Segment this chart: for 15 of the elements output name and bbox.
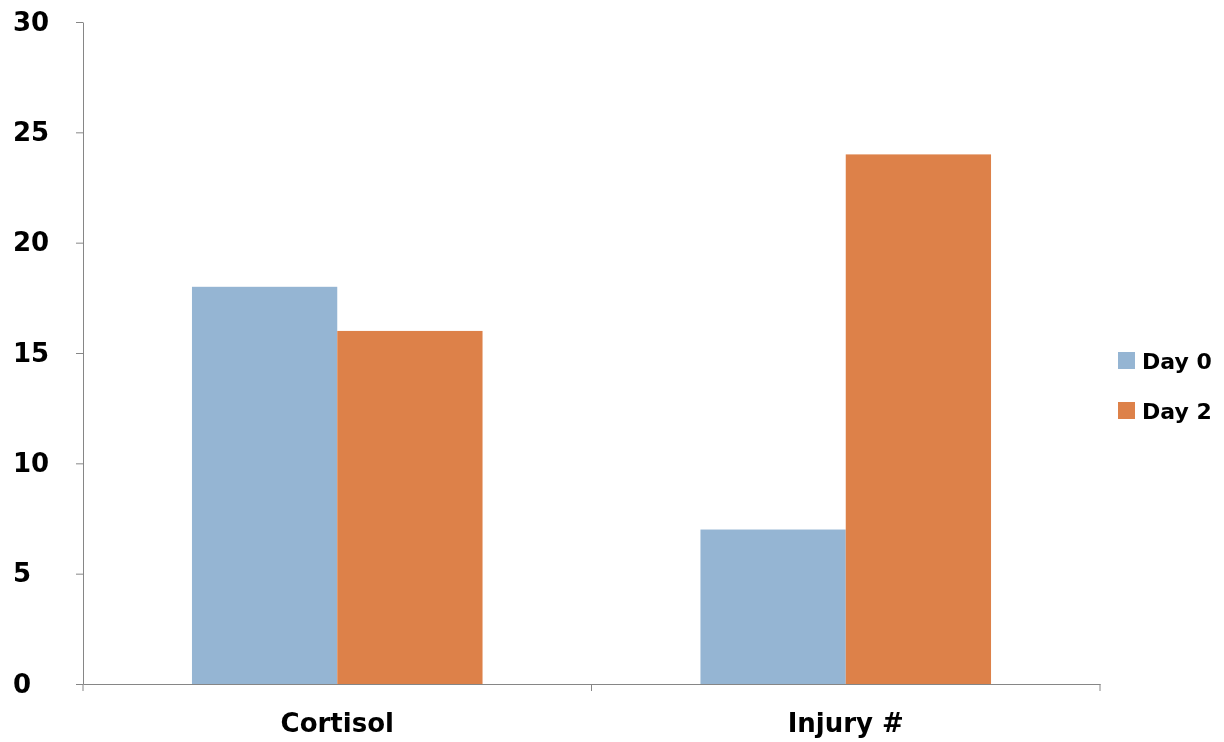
y-tick-label: 20 [13, 227, 50, 258]
y-tick-label: 15 [13, 337, 50, 368]
x-tick-label: Injury # [787, 708, 904, 739]
y-tick-label: 25 [13, 117, 50, 148]
bar [700, 529, 846, 684]
bar [337, 330, 483, 684]
y-tick-label: 10 [13, 448, 50, 479]
y-tick-label: 5 [13, 558, 32, 589]
x-tick-label: Cortisol [280, 708, 394, 739]
legend-label: Day 2 [1142, 399, 1212, 424]
bar [191, 286, 338, 684]
bar [845, 154, 992, 684]
legend-label: Day 0 [1142, 349, 1212, 374]
y-tick-label: 0 [13, 668, 32, 699]
y-tick-label: 30 [13, 6, 50, 37]
